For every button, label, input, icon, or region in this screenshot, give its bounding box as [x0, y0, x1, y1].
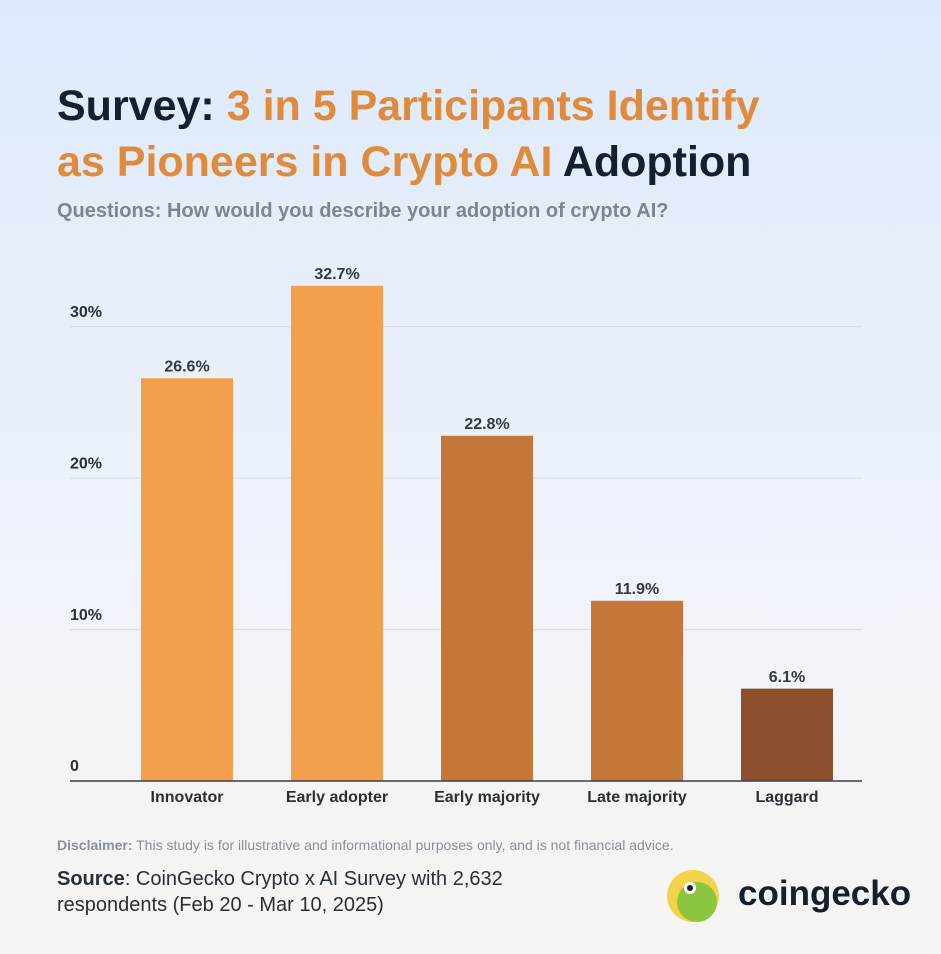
title-part: as Pioneers in Crypto AI [57, 138, 553, 186]
value-label: 11.9% [615, 581, 659, 598]
bar [591, 600, 683, 781]
bar [141, 378, 233, 781]
bar [291, 285, 383, 781]
title-part: 3 in 5 Participants Identify [226, 82, 760, 130]
chart-title: Survey: 3 in 5 Participants Identify as P… [57, 78, 917, 190]
source-label: Source [57, 868, 125, 890]
x-tick-label: Laggard [755, 789, 818, 806]
y-tick-label: 0 [70, 758, 79, 775]
x-tick-label: Early adopter [286, 789, 388, 806]
value-label: 22.8% [464, 416, 509, 433]
value-label: 6.1% [769, 669, 805, 686]
y-tick-label: 10% [70, 607, 102, 624]
x-tick-label: Late majority [587, 789, 687, 806]
x-tick-label: Innovator [151, 789, 224, 806]
value-label: 32.7% [314, 266, 359, 283]
subtitle: Questions: How would you describe your a… [57, 200, 669, 222]
x-tick-label: Early majority [434, 789, 540, 806]
bar [441, 435, 533, 781]
logo-icon-face [677, 882, 717, 922]
source: Source: CoinGecko Crypto x AI Survey wit… [57, 866, 617, 918]
title-part: Adoption [562, 138, 752, 186]
disclaimer-label: Disclaimer: [57, 837, 133, 853]
y-tick-label: 20% [70, 455, 102, 472]
disclaimer-text: This study is for illustrative and infor… [136, 837, 674, 853]
logo-text: coingecko [738, 874, 912, 913]
y-tick-label: 30% [70, 304, 102, 321]
source-text: : CoinGecko Crypto x AI Survey with 2,63… [57, 868, 503, 916]
bar [741, 688, 833, 781]
title-part: Survey: [57, 82, 215, 130]
value-label: 26.6% [164, 358, 209, 375]
logo-icon-pupil [687, 885, 693, 891]
disclaimer: Disclaimer: This study is for illustrati… [57, 837, 674, 853]
